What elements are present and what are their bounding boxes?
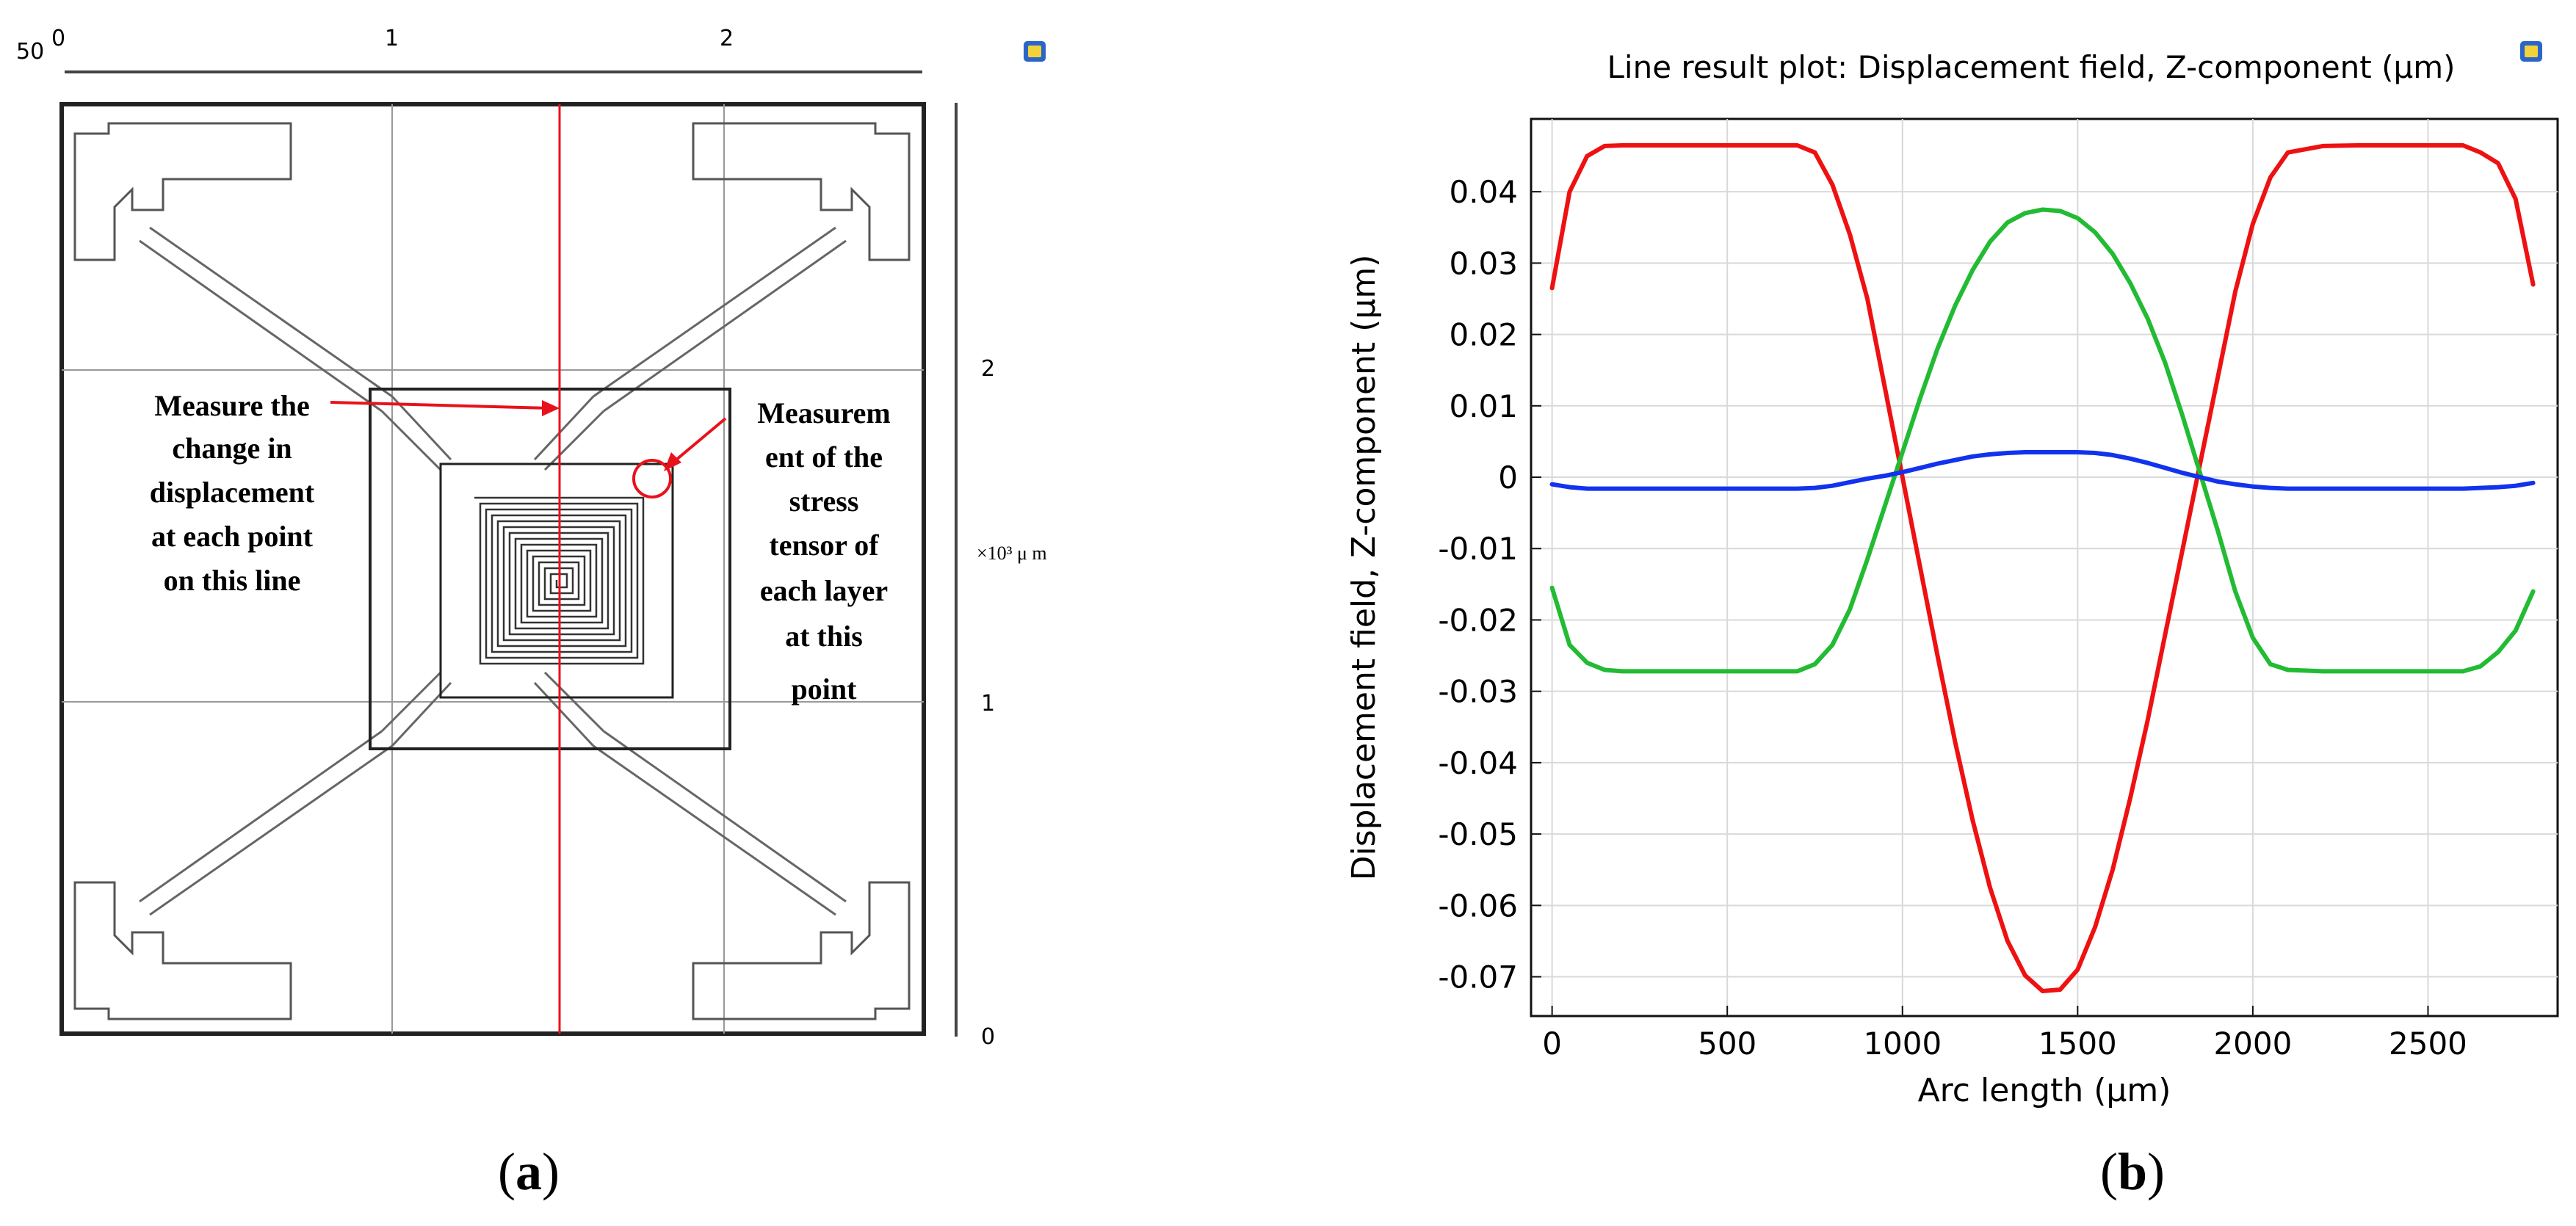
comsol-icon-b[interactable] xyxy=(2520,41,2542,62)
series-line-green xyxy=(1549,207,2536,674)
pad-bottom-right xyxy=(692,881,911,1020)
right-ruler-label-2: 2 xyxy=(981,356,995,382)
panel-b: Line result plot: Displacement field, Z-… xyxy=(1345,41,2559,1201)
pad-top-right xyxy=(692,122,911,261)
grid xyxy=(1531,119,2558,1016)
pad-bottom-left xyxy=(73,881,292,1020)
y-tick-label: 0.02 xyxy=(1449,317,1518,353)
x-tick-label: 2000 xyxy=(2213,1026,2292,1062)
panel-a-label-letter: a xyxy=(515,1142,542,1201)
layout-grid xyxy=(62,104,924,1034)
panel-b-label-open: ( xyxy=(2100,1142,2118,1201)
comsol-icon[interactable] xyxy=(1024,41,1046,62)
annotation-right: Measurem ent of the stress tensor of eac… xyxy=(757,396,890,706)
panel-a: 50 0 1 2 2 1 0 ×10³ μ m xyxy=(16,26,1047,1201)
y-tick-label: -0.02 xyxy=(1438,602,1518,638)
right-ruler-label-1: 1 xyxy=(981,691,995,717)
layout-frame xyxy=(59,102,926,1036)
annotation-left-line: at each point xyxy=(151,520,314,553)
y-tick-label: -0.04 xyxy=(1438,745,1518,781)
y-tick-label: -0.07 xyxy=(1438,960,1518,995)
series xyxy=(1549,143,2536,993)
support-beams xyxy=(139,226,847,916)
panel-a-label-open: ( xyxy=(498,1142,515,1201)
top-ruler-label-1: 1 xyxy=(385,26,399,51)
top-ruler-label-0: 0 xyxy=(51,26,65,51)
annotation-right-line: Measurem xyxy=(757,396,890,429)
annotation-right-line: stress xyxy=(789,485,859,518)
x-tick-label: 2500 xyxy=(2389,1026,2467,1062)
x-axis-label: Arc length (μm) xyxy=(1918,1072,2171,1109)
arrow-to-line-head xyxy=(542,400,560,416)
annotation-right-line: at this xyxy=(785,620,863,653)
annotation-right-line: point xyxy=(792,672,858,706)
top-ruler-label-50: 50 xyxy=(16,39,44,65)
series-line-red xyxy=(1549,143,2536,993)
y-ticks: 0.04 0.03 0.02 0.01 0 -0.01 -0.02 -0.03 -0.04 -0.… xyxy=(1438,174,1541,995)
chart-title: Line result plot: Displacement field, Z-… xyxy=(1607,49,2456,85)
y-tick-label: 0.03 xyxy=(1449,245,1518,281)
annotation-left-line: on this line xyxy=(164,564,301,597)
y-tick-label: -0.06 xyxy=(1438,888,1518,924)
x-tick-label: 1500 xyxy=(2038,1026,2117,1062)
annotation-right-line: ent of the xyxy=(765,440,883,474)
x-tick-label: 0 xyxy=(1542,1026,1562,1062)
x-tick-label: 500 xyxy=(1698,1026,1756,1062)
annotation-left-line: Measure the xyxy=(154,389,309,422)
y-tick-label: 0 xyxy=(1498,460,1518,496)
arrow-to-point-head xyxy=(664,452,681,471)
panel-b-label-close: ) xyxy=(2147,1142,2165,1201)
annotation-left: Measure the change in displacement at ea… xyxy=(150,389,315,597)
arrow-to-line xyxy=(330,401,550,410)
y-axis-label: Displacement field, Z-component (μm) xyxy=(1345,255,1383,881)
x-ticks: 0 500 1000 1500 2000 2500 xyxy=(1542,1006,2467,1062)
outer-plate xyxy=(369,388,731,750)
inner-plate xyxy=(439,463,674,699)
panel-b-label-letter: b xyxy=(2118,1142,2147,1201)
annotation-left-line: change in xyxy=(172,432,292,465)
right-ruler-unit: ×10³ μ m xyxy=(977,543,1047,564)
y-tick-label: -0.03 xyxy=(1438,674,1518,710)
annotation-left-line: displacement xyxy=(150,476,315,509)
panel-a-label: (a) xyxy=(498,1142,560,1201)
panel-b-label: (b) xyxy=(2100,1142,2165,1201)
spiral-coil xyxy=(474,496,645,665)
panel-a-label-close: ) xyxy=(542,1142,560,1201)
y-tick-label: 0.01 xyxy=(1449,388,1518,424)
annotation-right-line: tensor of xyxy=(769,529,879,562)
annotation-right-line: each layer xyxy=(760,574,888,607)
top-ruler-label-2: 2 xyxy=(720,26,734,51)
corner-pads xyxy=(73,122,911,1020)
pad-top-left xyxy=(73,122,292,261)
series-line-blue xyxy=(1549,450,2536,491)
arrow-to-point xyxy=(670,417,727,465)
y-tick-label: -0.01 xyxy=(1438,531,1518,567)
y-tick-label: 0.04 xyxy=(1449,174,1518,210)
y-tick-label: -0.05 xyxy=(1438,816,1518,852)
x-tick-label: 1000 xyxy=(1863,1026,1942,1062)
measurement-point-circle xyxy=(632,459,672,498)
plot-area xyxy=(1530,117,2559,1018)
right-ruler-label-0: 0 xyxy=(981,1024,995,1050)
